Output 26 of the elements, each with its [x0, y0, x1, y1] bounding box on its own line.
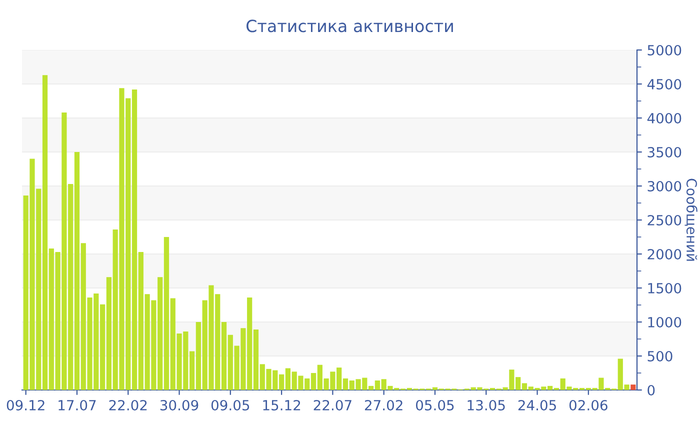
x-tick-label: 17.07	[58, 400, 96, 410]
x-tick-label: 22.07	[314, 400, 352, 410]
x-tick-label: 30.09	[160, 400, 198, 410]
x-tick-label: 24.05	[518, 400, 556, 410]
bar	[630, 384, 636, 390]
x-tick-label: 27.02	[364, 400, 402, 410]
y-tick-label: 5000	[648, 44, 682, 56]
chart-title: Статистика активности	[246, 20, 453, 32]
y-tick-label: 4000	[647, 112, 682, 124]
x-tick-label: 02.06	[569, 400, 608, 410]
x-tick-label: 09.12	[6, 400, 44, 410]
y-tick-label: 500	[648, 350, 672, 362]
y-tick-label: 1500	[648, 282, 682, 294]
y-axis-title: Сообщений	[684, 178, 698, 261]
y-tick-label: 2500	[648, 214, 682, 226]
x-tick-label: 15.12	[263, 400, 300, 410]
y-tick-label: 1000	[648, 316, 682, 328]
y-tick-label: 3000	[648, 180, 682, 192]
y-tick-label: 2000	[648, 248, 682, 260]
x-tick-label: 13.05	[468, 400, 505, 410]
x-tick-label: 05.05	[416, 400, 454, 410]
x-tick-label: 09.05	[211, 400, 250, 410]
y-tick-label: 0	[648, 384, 655, 396]
x-tick-label: 22.02	[109, 400, 147, 410]
y-tick-label: 4500	[647, 78, 682, 90]
y-tick-label: 3500	[648, 146, 682, 158]
